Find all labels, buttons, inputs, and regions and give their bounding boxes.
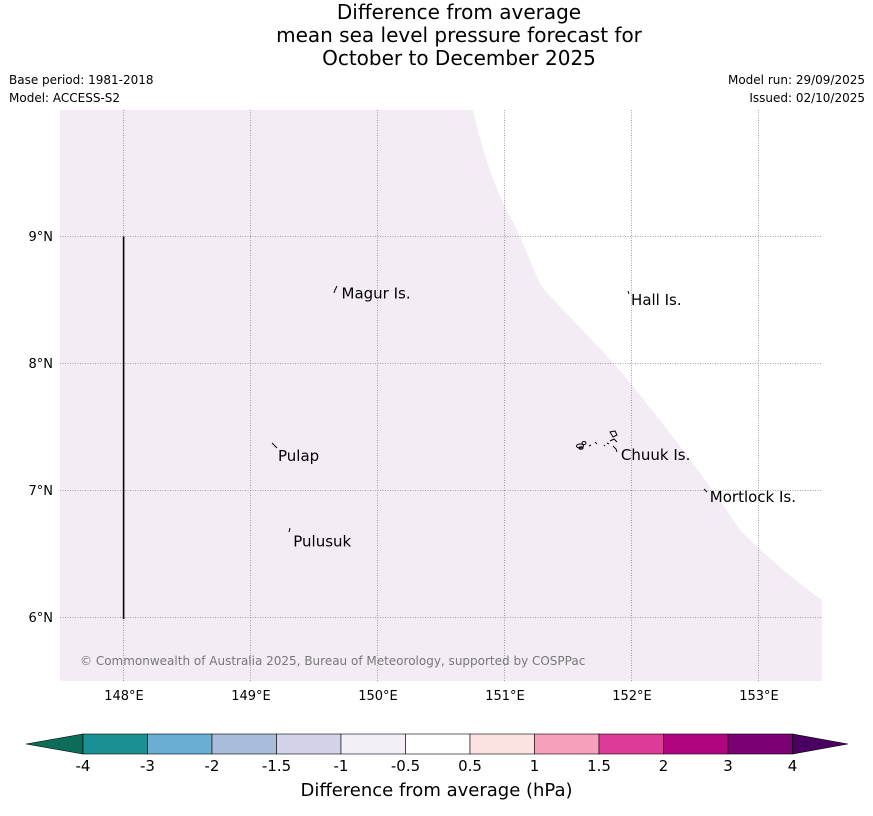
colorbar-tick-label: -4 xyxy=(75,757,91,775)
pulap-island-outline xyxy=(271,442,278,449)
colorbar-tick-label: -2 xyxy=(204,757,220,775)
colorbar-tick-label: -1.5 xyxy=(261,757,292,775)
colorbar-segment-10 xyxy=(727,733,793,755)
colorbar-tick-label: -3 xyxy=(140,757,155,775)
place-label-hall-is: Hall Is. xyxy=(631,291,682,309)
lon-label-153: 153°E xyxy=(739,689,779,704)
colorbar-tick-label: 2 xyxy=(658,757,669,775)
lat-label-7n: 7°N xyxy=(29,484,54,499)
colorbar-tick-label: 1 xyxy=(529,757,540,775)
colorbar-segment-8 xyxy=(598,733,664,755)
colorbar-tick-label: 0.5 xyxy=(458,757,482,775)
place-label-mortlock-is: Mortlock Is. xyxy=(710,488,796,506)
plot-area: Magur Is. Hall Is. Pulap Chuuk Is. Mortlock … xyxy=(60,110,822,681)
colorbar-tick-label: 4 xyxy=(787,757,798,775)
colorbar-tick-label: -0.5 xyxy=(390,757,421,775)
copyright-text: © Commonwealth of Australia 2025, Bureau… xyxy=(80,654,585,668)
base-period-text: Base period: 1981-2018 xyxy=(9,73,154,87)
issued-text: Issued: 02/10/2025 xyxy=(749,91,865,105)
colorbar-segment-6 xyxy=(469,733,535,755)
hall-island-outline xyxy=(627,290,630,295)
place-label-magur-is: Magur Is. xyxy=(342,285,411,303)
chuuk-lagoon-outline xyxy=(576,430,618,453)
lat-label-8n: 8°N xyxy=(29,357,54,372)
mortlock-island-outline xyxy=(703,488,708,493)
place-labels: Magur Is. Hall Is. Pulap Chuuk Is. Mortlock … xyxy=(278,285,796,551)
meta-right: Model run: 29/09/2025 Issued: 02/10/2025 xyxy=(728,71,865,107)
pulusuk-island-outline xyxy=(288,527,291,533)
lat-label-9n: 9°N xyxy=(29,230,54,245)
lon-label-149: 149°E xyxy=(231,689,271,704)
colorbar xyxy=(25,733,849,755)
lon-label-152: 152°E xyxy=(612,689,652,704)
model-run-text: Model run: 29/09/2025 xyxy=(727,73,865,87)
lon-label-148: 148°E xyxy=(104,689,144,704)
colorbar-segment-4 xyxy=(340,733,406,755)
map-title-line3: October to December 2025 xyxy=(322,46,596,70)
anomaly-region xyxy=(60,110,822,681)
model-text: Model: ACCESS-S2 xyxy=(9,91,121,105)
map-title-line2: mean sea level pressure forecast for xyxy=(276,23,642,47)
colorbar-tick-label: 3 xyxy=(723,757,733,775)
colorbar-tick-label: 1.5 xyxy=(587,757,611,775)
lat-label-6n: 6°N xyxy=(29,611,54,626)
colorbar-segment-9 xyxy=(663,733,729,755)
colorbar-segment-1 xyxy=(147,733,213,755)
map-title-line1: Difference from average xyxy=(336,0,582,24)
colorbar-segment-2 xyxy=(211,733,277,755)
meta-left: Base period: 1981-2018 Model: ACCESS-S2 xyxy=(9,71,154,107)
place-label-pulap: Pulap xyxy=(278,447,319,465)
colorbar-segment-5 xyxy=(405,733,471,755)
magur-island-outline xyxy=(333,285,338,294)
colorbar-segment-7 xyxy=(534,733,600,755)
colorbar-title: Difference from average (hPa) xyxy=(300,780,573,801)
axis-labels: 148°E 149°E 150°E 151°E 152°E 153°E 9°N … xyxy=(29,230,779,704)
colorbar-segment-0 xyxy=(82,733,148,755)
colorbar-tick-label: -1 xyxy=(333,757,349,775)
colorbar-high-extension xyxy=(792,733,849,755)
colorbar-segment-3 xyxy=(276,733,342,755)
place-label-chuuk-is: Chuuk Is. xyxy=(621,446,690,464)
lon-label-151: 151°E xyxy=(485,689,525,704)
place-label-pulusuk: Pulusuk xyxy=(293,532,351,550)
islands xyxy=(271,285,708,533)
lon-label-150: 150°E xyxy=(358,689,398,704)
colorbar-low-extension xyxy=(25,733,84,755)
